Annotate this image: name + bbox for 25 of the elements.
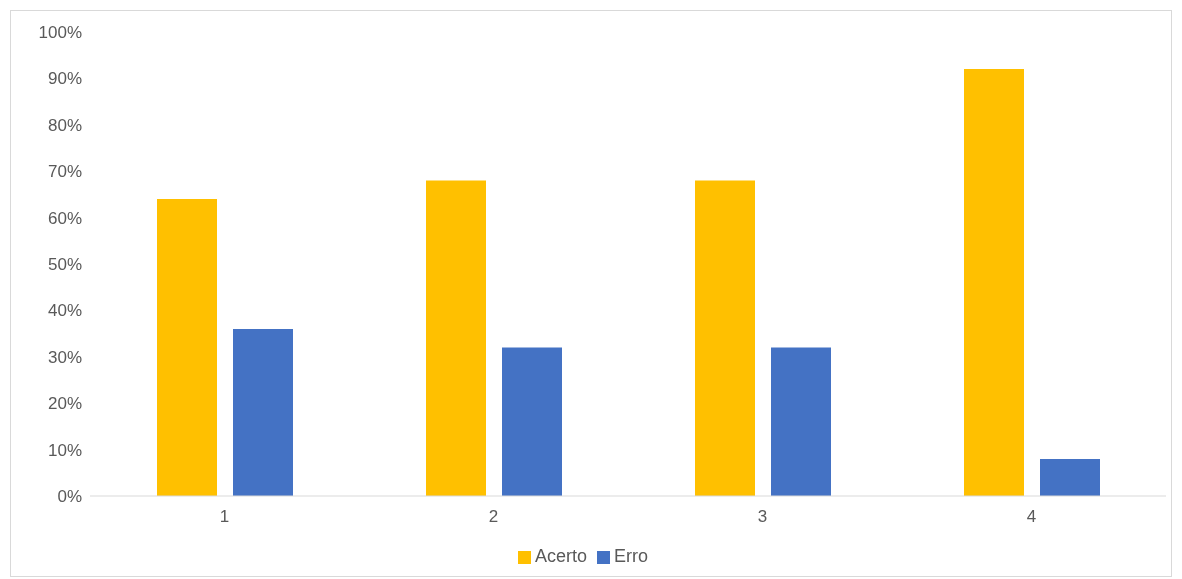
y-tick-label: 90% — [47, 69, 82, 89]
x-tick-label: 3 — [757, 507, 768, 527]
y-tick-label: 30% — [47, 347, 82, 367]
bar — [771, 347, 831, 496]
bar — [233, 328, 293, 496]
x-tick-label: 1 — [219, 507, 230, 527]
legend-label: Erro — [614, 546, 649, 566]
y-tick-label: 20% — [47, 394, 82, 414]
y-tick-label: 100% — [38, 23, 82, 43]
x-tick-label: 4 — [1026, 507, 1037, 527]
y-tick-label: 10% — [47, 440, 82, 460]
y-tick-label: 50% — [47, 255, 82, 275]
bar — [157, 199, 217, 496]
bar — [502, 347, 562, 496]
x-tick-label: 2 — [488, 507, 499, 527]
bar — [426, 180, 486, 496]
bar — [1040, 458, 1100, 496]
bar — [695, 180, 755, 496]
y-tick-label: 60% — [47, 208, 82, 228]
bar — [964, 69, 1024, 496]
y-tick-label: 0% — [57, 487, 82, 507]
y-tick-label: 80% — [47, 115, 82, 135]
y-tick-label: 70% — [47, 162, 82, 182]
y-tick-label: 40% — [47, 301, 82, 321]
legend-label: Acerto — [534, 546, 587, 566]
